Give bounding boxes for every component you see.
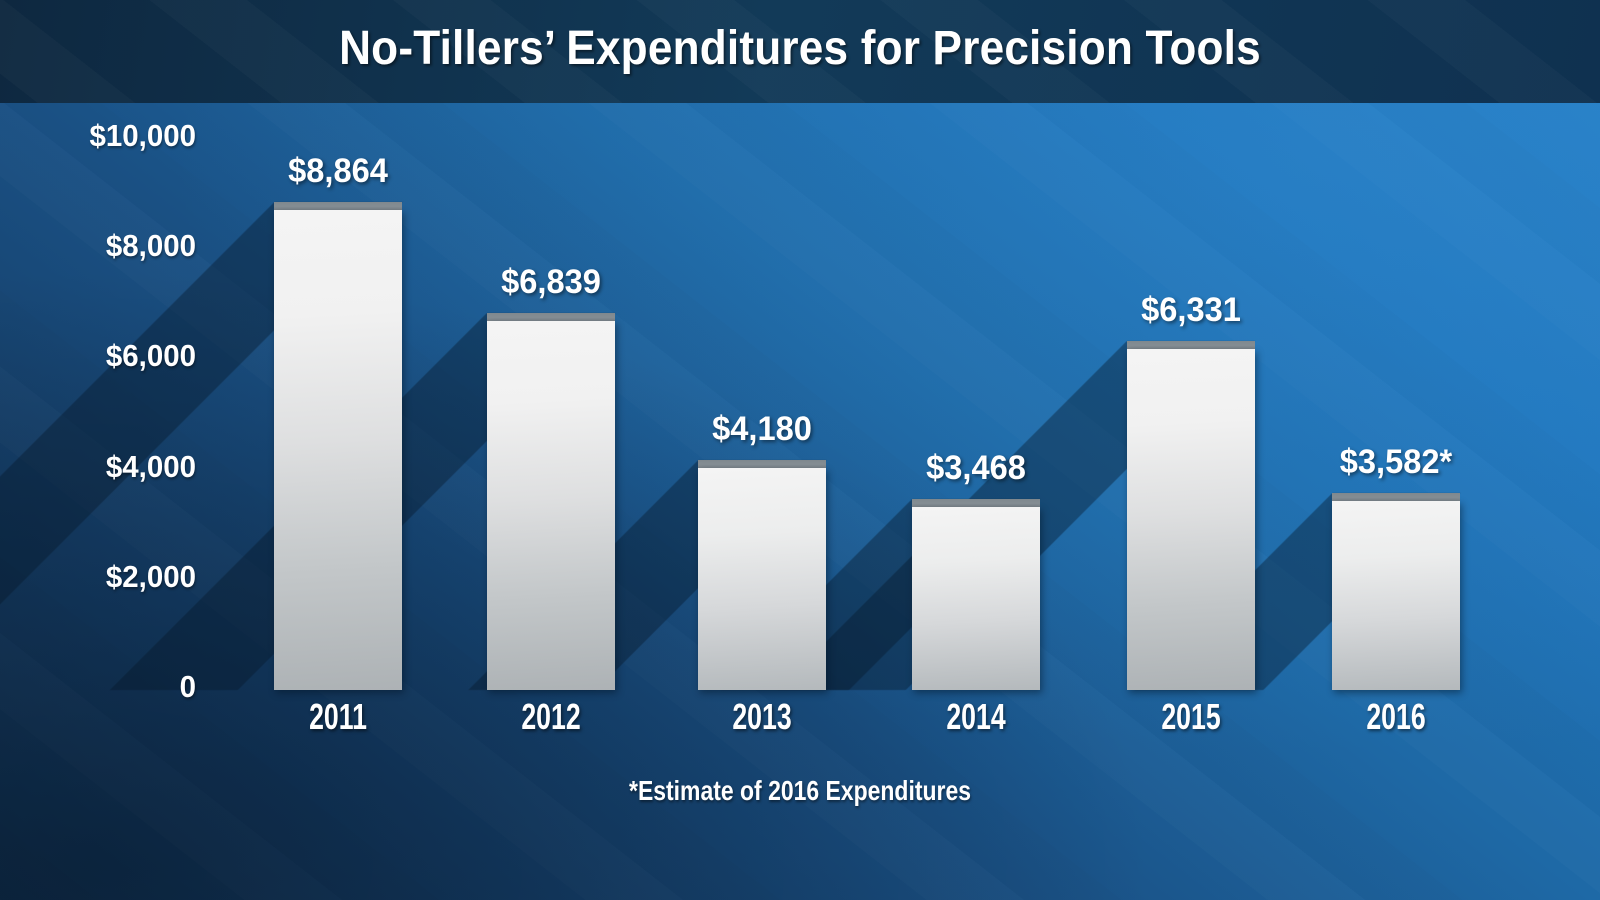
bar-top-cap — [274, 201, 402, 210]
bar-value-label: $3,582* — [1339, 442, 1453, 481]
bar-2014[interactable] — [912, 498, 1040, 690]
plot-area: $10,000 $8,000 $6,000 $4,000 $2,000 0 2011 201… — [0, 103, 1600, 900]
y-axis-tick-label: $2,000 — [105, 558, 196, 594]
x-axis-tick-label: 2014 — [946, 696, 1006, 737]
bar-2011[interactable] — [274, 201, 402, 690]
x-axis-tick-label: 2013 — [732, 696, 792, 737]
bar-body — [274, 209, 402, 690]
bar-top-cap — [698, 459, 826, 468]
bar-2012[interactable] — [487, 313, 615, 690]
x-axis-tick-label: 2011 — [309, 696, 367, 737]
y-axis-tick-label: 0 — [179, 669, 196, 704]
bar-2015[interactable] — [1127, 341, 1255, 690]
bar-value-label: $3,468 — [926, 448, 1026, 487]
bar-top-cap — [912, 498, 1040, 507]
y-axis-tick-label: $6,000 — [105, 338, 196, 374]
bar-value-label: $4,180 — [712, 409, 812, 448]
bar-body — [1332, 500, 1460, 690]
title-banner: No-Tillers’ Expenditures for Precision T… — [0, 0, 1600, 103]
bar-2013[interactable] — [698, 459, 826, 690]
bar-value-label: $6,839 — [501, 263, 601, 302]
bar-top-cap — [487, 313, 615, 322]
y-axis-tick-label: $8,000 — [105, 228, 196, 264]
bar-body — [912, 506, 1040, 690]
bar-body — [698, 467, 826, 690]
bar-2016[interactable] — [1332, 492, 1460, 690]
y-axis-tick-label: $10,000 — [89, 118, 196, 153]
bar-body — [1127, 349, 1255, 690]
bar-value-label: $6,331 — [1141, 291, 1241, 330]
bar-body — [487, 321, 615, 690]
bar-top-cap — [1127, 341, 1255, 350]
y-axis-tick-label: $4,000 — [105, 448, 196, 484]
bar-top-cap — [1332, 492, 1460, 501]
page-title: No-Tillers’ Expenditures for Precision T… — [339, 22, 1261, 75]
bar-value-label: $8,864 — [288, 151, 388, 190]
x-axis-tick-label: 2015 — [1161, 696, 1221, 737]
x-axis-tick-label: 2012 — [521, 696, 581, 737]
footnote: *Estimate of 2016 Expenditures — [629, 775, 971, 806]
title-banner-streaks — [0, 0, 1600, 103]
x-axis-tick-label: 2016 — [1366, 696, 1426, 737]
